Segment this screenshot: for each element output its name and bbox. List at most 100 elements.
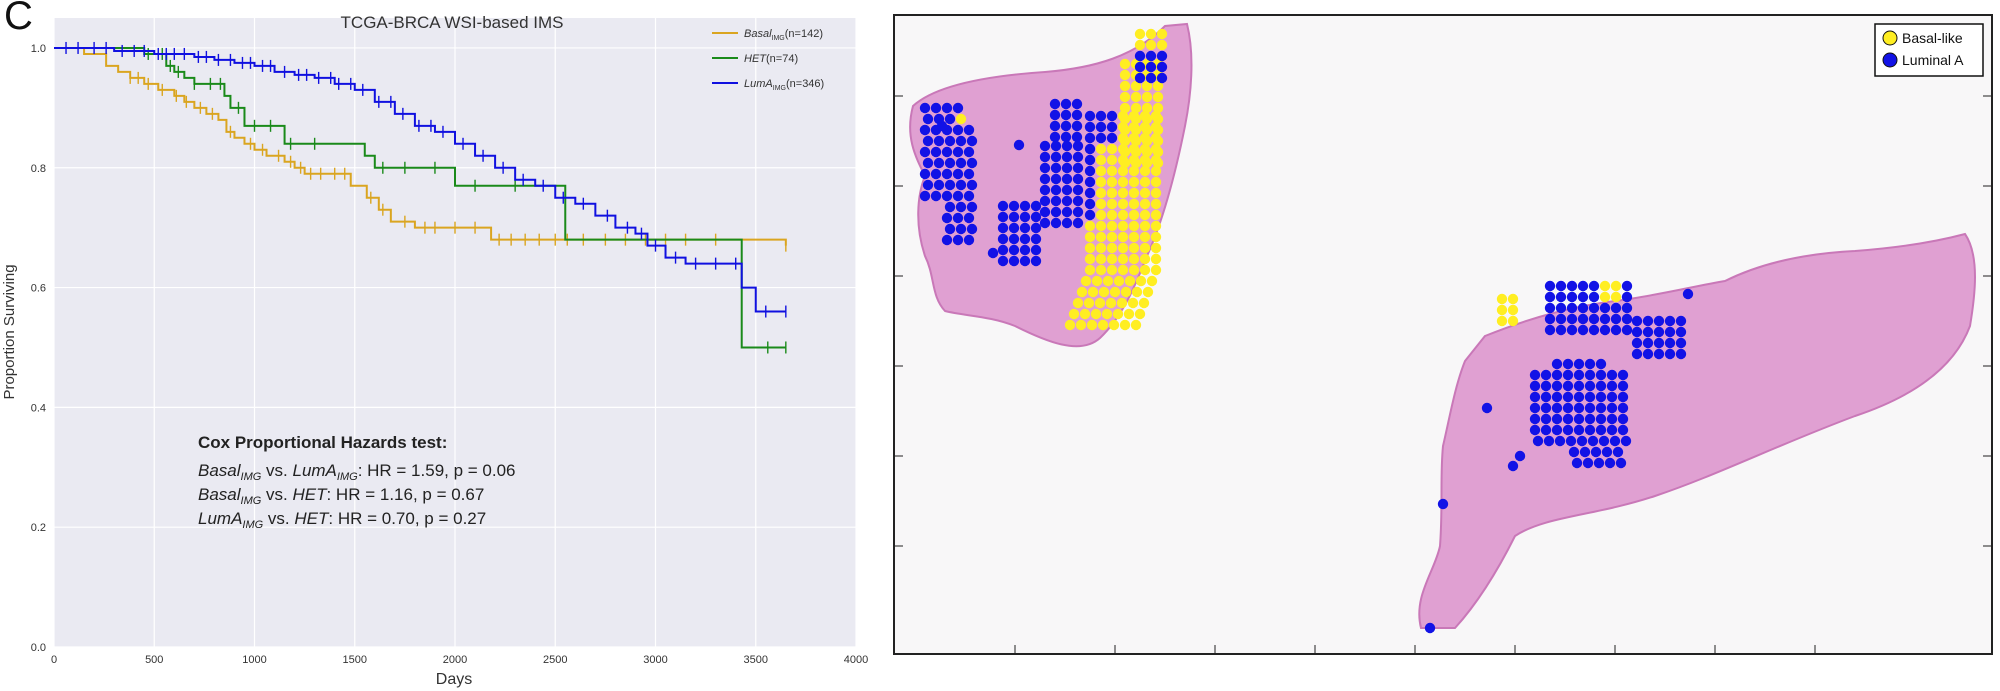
spot [1095,121,1107,133]
spot [1130,135,1142,147]
spot [1150,220,1162,232]
spot [1141,135,1153,147]
series-line-luma [54,46,786,313]
spot [1150,253,1162,265]
spot [1117,253,1129,265]
spot [952,234,964,246]
spot [1130,157,1142,169]
spot [1587,435,1599,447]
spot [1150,187,1162,199]
spot [1072,140,1084,152]
spot [1606,380,1618,392]
spot [1152,124,1164,136]
spot [1566,302,1578,314]
spot [1139,187,1151,199]
spot [1101,308,1113,320]
spot [919,124,931,136]
spot [963,234,975,246]
spot [1606,391,1618,403]
spot [1566,291,1578,303]
spot [1095,165,1107,177]
spot [1106,187,1118,199]
spot [1019,255,1031,267]
spot [1573,424,1585,436]
annotation-line: LumAIMG vs. HET: HR = 0.70, p = 0.27 [198,509,486,531]
spot [1013,139,1025,151]
spot [944,223,956,235]
spot [1595,380,1607,392]
spot [1577,280,1589,292]
spot [1152,146,1164,158]
spot [1097,319,1109,331]
spot [941,146,953,158]
spot [1540,424,1552,436]
spot [1577,302,1589,314]
spot [1130,80,1142,92]
spot [1060,131,1072,143]
spot [1128,165,1140,177]
spot [1152,91,1164,103]
spot [1573,369,1585,381]
spot [1588,313,1600,325]
spot [1529,413,1541,425]
spot [1008,255,1020,267]
spot [930,168,942,180]
spot [1135,275,1147,287]
spot [1540,391,1552,403]
spot [1156,39,1168,51]
spot [1566,313,1578,325]
spot [1106,165,1118,177]
spot [1141,124,1153,136]
spot [1106,110,1118,122]
spot [944,157,956,169]
spot [944,201,956,213]
spot [1604,457,1616,469]
spot [1675,326,1687,338]
x-tick-label: 3000 [643,654,667,666]
spot [1551,358,1563,370]
spot [1119,157,1131,169]
spot [1582,457,1594,469]
spot [1610,280,1622,292]
spot [1049,131,1061,143]
spot [1529,380,1541,392]
spot [1106,143,1118,155]
spot [1496,293,1508,305]
tick-labels: 0 500 1000 1500 2000 2500 3000 3500 4000 0.0 0.2 0.… [31,43,869,666]
spot [1072,195,1084,207]
spot [952,146,964,158]
spot [1030,211,1042,223]
spot [1008,244,1020,256]
spot [1106,253,1118,265]
spot [1555,313,1567,325]
spot [1540,402,1552,414]
spot [1113,275,1125,287]
spot [1150,242,1162,254]
spot [1084,143,1096,155]
spot [1139,242,1151,254]
spot [1084,242,1096,254]
spot [919,146,931,158]
spot [1150,165,1162,177]
spot [1008,211,1020,223]
spot [1095,231,1107,243]
spot [952,102,964,114]
spot [963,124,975,136]
spot [1072,206,1084,218]
spot [1039,184,1051,196]
spot [1095,176,1107,188]
grid-lines [53,18,857,648]
spot [1606,402,1618,414]
spot [1599,291,1611,303]
spot [1106,231,1118,243]
spot [1128,187,1140,199]
spot [1106,242,1118,254]
spot [1595,358,1607,370]
spot [1620,435,1632,447]
spot [1084,121,1096,133]
spot [966,201,978,213]
spot [1584,369,1596,381]
spot [1555,302,1567,314]
spot [1117,176,1129,188]
spot [1562,380,1574,392]
